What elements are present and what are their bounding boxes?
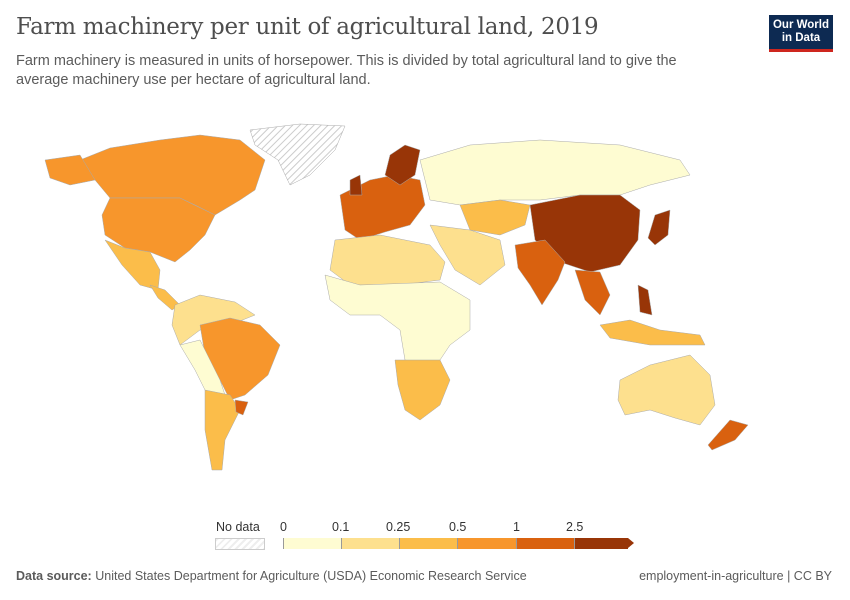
source-link[interactable]: United States Department for Agriculture… bbox=[95, 569, 527, 583]
legend-no-data-swatch bbox=[215, 538, 265, 550]
region-alaska[interactable] bbox=[44, 154, 96, 186]
page-subtitle: Farm machinery is measured in units of h… bbox=[16, 53, 677, 88]
legend-bin-0 bbox=[283, 538, 342, 549]
region-usa[interactable] bbox=[101, 197, 216, 263]
region-argentina[interactable] bbox=[204, 389, 241, 471]
page-title: Farm machinery per unit of agricultural … bbox=[16, 14, 599, 40]
region-greenland[interactable] bbox=[249, 123, 346, 186]
region-central-asia[interactable] bbox=[459, 199, 531, 236]
region-japan[interactable] bbox=[647, 209, 671, 246]
region-australia[interactable] bbox=[617, 354, 716, 426]
legend-tick: 0.1 bbox=[332, 520, 350, 534]
region-russia[interactable] bbox=[419, 139, 691, 206]
legend-tick: 0.5 bbox=[449, 520, 467, 534]
region-uk[interactable] bbox=[349, 174, 363, 196]
footer-right[interactable]: employment-in-agriculture | CC BY bbox=[639, 569, 832, 583]
region-southeast-asia[interactable] bbox=[574, 269, 611, 316]
legend-tick: 0 bbox=[280, 520, 287, 534]
owid-logo[interactable]: Our World in Data bbox=[769, 15, 833, 52]
legend-bin-2 bbox=[400, 538, 458, 549]
world-map bbox=[44, 123, 749, 471]
region-mexico[interactable] bbox=[104, 239, 161, 291]
legend-bin-1 bbox=[342, 538, 400, 549]
region-philippines[interactable] bbox=[637, 284, 653, 316]
legend-arrow-icon bbox=[628, 538, 634, 548]
legend-bin-5 bbox=[575, 538, 628, 549]
legend-no-data-label: No data bbox=[216, 520, 260, 534]
region-indonesia[interactable] bbox=[599, 319, 706, 346]
region-north-africa[interactable] bbox=[329, 234, 446, 286]
region-southern-africa[interactable] bbox=[394, 359, 451, 421]
region-new-zealand[interactable] bbox=[707, 419, 749, 451]
legend-bin-3 bbox=[458, 538, 517, 549]
legend-tick: 1 bbox=[513, 520, 520, 534]
region-nordic[interactable] bbox=[384, 144, 421, 186]
region-india[interactable] bbox=[514, 239, 566, 306]
legend-tick: 0.25 bbox=[386, 520, 411, 534]
region-sub-saharan-africa[interactable] bbox=[324, 274, 471, 366]
region-uruguay[interactable] bbox=[234, 399, 249, 416]
legend-bin-4 bbox=[517, 538, 575, 549]
data-source: Data source: United States Department fo… bbox=[16, 569, 527, 583]
legend-tick: 2.5 bbox=[566, 520, 584, 534]
region-middle-east[interactable] bbox=[429, 224, 506, 286]
